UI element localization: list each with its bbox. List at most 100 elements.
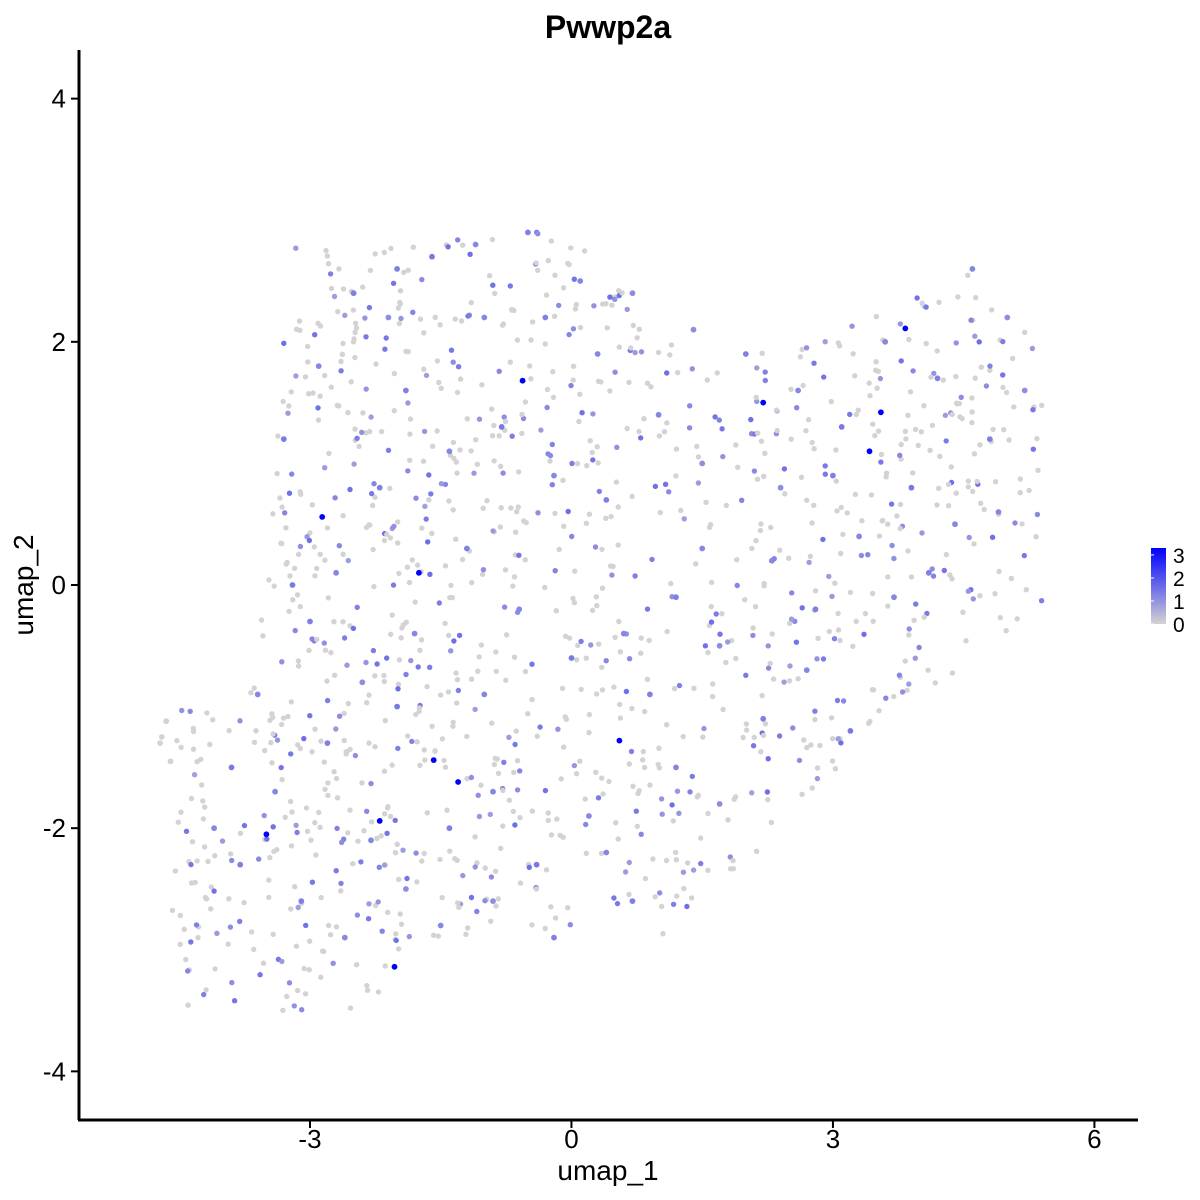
cell-point <box>898 358 904 364</box>
cell-point <box>248 929 255 935</box>
cell-point <box>429 443 436 449</box>
cell-point <box>362 315 368 321</box>
cell-point <box>949 411 955 417</box>
cell-point <box>295 663 302 669</box>
cell-point <box>599 775 605 781</box>
cell-point <box>406 579 413 586</box>
cell-point <box>177 941 183 947</box>
data-point <box>429 253 435 260</box>
cell-point <box>921 614 927 620</box>
cell-point <box>974 478 980 485</box>
cell-point <box>867 718 873 725</box>
cell-point <box>788 386 794 392</box>
cell-point <box>542 787 549 794</box>
cell-point <box>606 778 612 785</box>
cell-point <box>208 906 214 912</box>
cell-point <box>405 400 411 406</box>
cell-point <box>873 313 880 320</box>
cell-point <box>616 618 622 625</box>
cell-point <box>740 734 746 741</box>
cell-point <box>490 282 496 288</box>
data-point <box>394 703 400 710</box>
cell-point <box>350 339 357 345</box>
cell-point <box>291 1003 297 1009</box>
cell-point <box>352 329 358 336</box>
cell-point <box>578 686 584 693</box>
cell-point <box>482 898 488 904</box>
cell-point <box>527 363 533 369</box>
cell-point <box>626 656 633 662</box>
cell-point <box>897 525 903 532</box>
cell-point <box>750 625 756 631</box>
cell-point <box>525 711 531 717</box>
cell-point <box>590 411 596 417</box>
cell-point <box>408 657 414 664</box>
cell-point <box>251 946 257 953</box>
data-point <box>542 314 549 321</box>
cell-point <box>192 879 198 886</box>
cell-point <box>432 748 438 754</box>
cell-point <box>395 305 402 311</box>
cell-point <box>395 681 402 687</box>
cell-point <box>321 759 327 765</box>
cell-point <box>542 925 548 932</box>
cell-point <box>594 603 600 609</box>
cell-point <box>599 546 605 553</box>
cell-point <box>507 283 513 289</box>
cell-point <box>260 960 267 966</box>
cell-point <box>306 391 312 397</box>
data-point <box>551 472 557 479</box>
cell-point <box>366 740 372 746</box>
cell-point <box>414 562 421 568</box>
cell-point <box>849 323 855 329</box>
cell-point <box>453 536 459 542</box>
cell-point <box>759 692 765 699</box>
cell-point <box>575 642 581 649</box>
cell-point <box>734 582 740 589</box>
cell-point <box>181 926 187 932</box>
cell-point <box>581 248 588 254</box>
cell-point <box>303 805 310 811</box>
cell-point <box>874 385 880 391</box>
cell-point <box>501 604 508 610</box>
cell-point <box>451 455 457 462</box>
cell-point <box>838 550 844 557</box>
cell-point <box>417 316 424 322</box>
cell-point <box>680 869 687 875</box>
cell-point <box>629 493 635 500</box>
cell-point <box>971 541 977 547</box>
cell-point <box>517 768 523 774</box>
data-point <box>902 325 909 332</box>
cell-point <box>424 683 430 690</box>
cell-point <box>569 460 575 467</box>
cell-point <box>708 579 715 586</box>
cell-point <box>776 733 783 739</box>
cell-point <box>491 458 497 464</box>
cell-point <box>264 836 270 842</box>
cell-point <box>753 394 759 401</box>
cell-point <box>382 717 388 724</box>
cell-point <box>1008 575 1015 582</box>
cell-point <box>442 481 449 488</box>
cell-point <box>1019 521 1025 527</box>
cell-point <box>514 758 521 764</box>
data-point <box>803 667 810 673</box>
cell-point <box>941 567 947 574</box>
cell-point <box>429 723 435 730</box>
cell-point <box>834 697 841 704</box>
cell-point <box>442 620 448 627</box>
cell-point <box>749 545 755 552</box>
cell-point <box>341 710 347 717</box>
cell-point <box>750 632 756 639</box>
cell-point <box>350 625 357 632</box>
cell-point <box>969 419 975 426</box>
cell-point <box>599 664 605 671</box>
cell-point <box>366 692 372 698</box>
cell-point <box>628 345 634 351</box>
cell-point <box>202 804 208 810</box>
cell-point <box>969 409 975 415</box>
cell-point <box>943 551 950 558</box>
cell-point <box>288 699 294 705</box>
cell-point <box>279 504 285 510</box>
cell-point <box>495 896 501 902</box>
